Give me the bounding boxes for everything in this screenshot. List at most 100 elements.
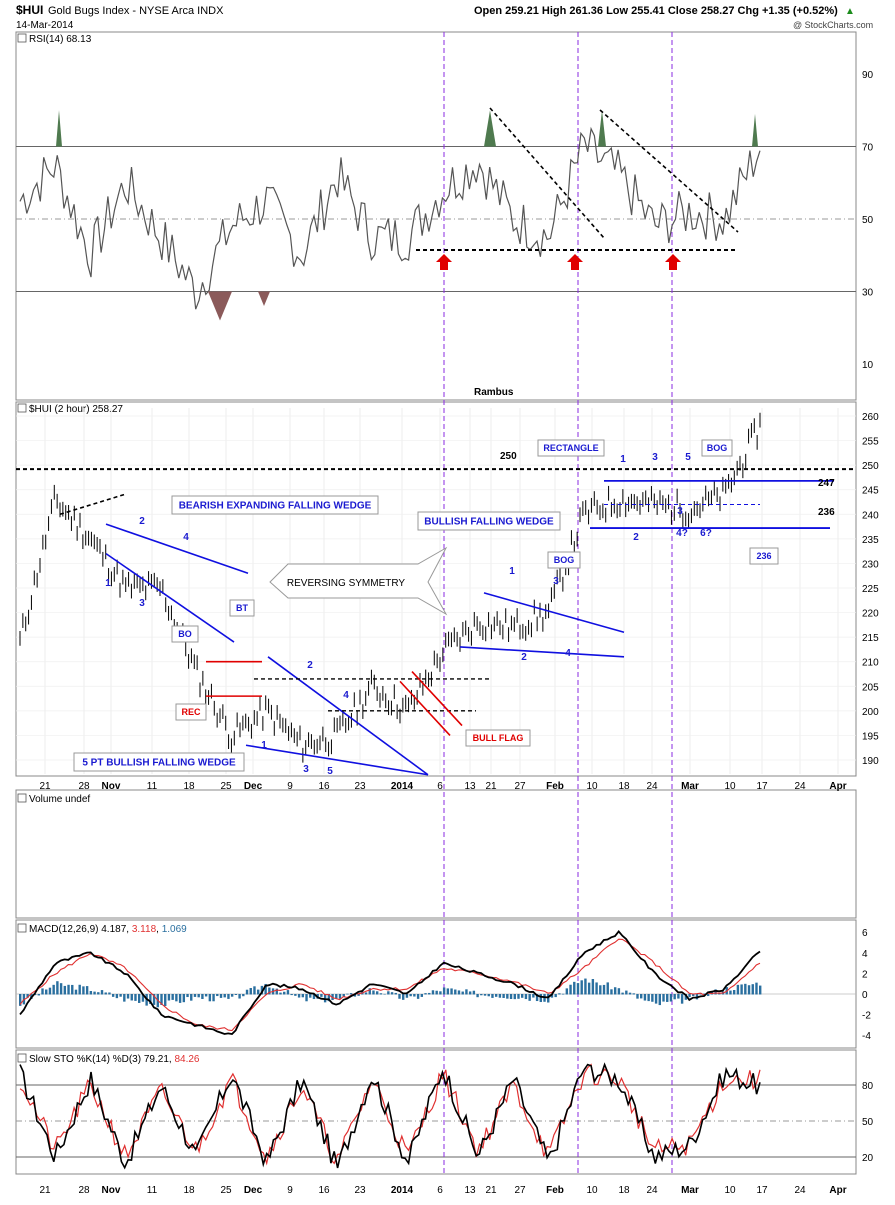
watermark: @ StockCharts.com (793, 20, 873, 30)
macd-hist-bar (613, 987, 617, 995)
x-label-bottom-18: 24 (646, 1185, 658, 1196)
macd-hist-bar (491, 994, 494, 998)
price-tick-210: 210 (862, 658, 879, 669)
macd-hist-bar (249, 987, 252, 995)
macd-hist-bar (56, 981, 59, 995)
price-tick-215: 215 (862, 633, 879, 644)
macd-hist-bar (78, 984, 81, 995)
bo-label-box (171, 625, 199, 643)
macd-hist-bar (628, 992, 632, 995)
macd-hist-bar (309, 994, 312, 998)
macd-hist-bar (197, 994, 200, 998)
macd-hist-bar (52, 984, 55, 995)
x-label-price-15: Feb (546, 781, 564, 792)
macd-hist-bar (93, 991, 96, 995)
macd-hist-bar (26, 994, 29, 998)
macd-hist-bar (692, 994, 695, 997)
up-arrow-icon (567, 254, 583, 270)
macd-hist-bar (238, 994, 241, 999)
wedge5-label-box (73, 752, 245, 772)
macd-hist-bar (100, 990, 104, 995)
macd-hist-bar (402, 994, 405, 1000)
macd-hist-bar (569, 984, 572, 995)
macd-hist-bar (167, 994, 171, 1001)
x-label-bottom-13: 21 (485, 1185, 497, 1196)
macd-hist-bar (264, 983, 267, 995)
bearish-wedge-top (105, 523, 249, 575)
macd-hist-bar (465, 989, 468, 995)
x-label-bottom-15: Feb (546, 1185, 564, 1196)
bullish-wedge-bottom (459, 646, 625, 658)
macd-hist-bar (227, 994, 230, 999)
macd-hist-bar (539, 994, 543, 1003)
x-label-price-17: 18 (618, 781, 630, 792)
macd-hist-bar (435, 990, 438, 995)
rsi-overbought-2 (598, 110, 606, 147)
macd-hist-bar (428, 992, 431, 995)
bog-label-1-box (547, 551, 581, 569)
macd-hist-bar (290, 994, 293, 996)
panel-frames (15, 31, 857, 1175)
macd-hist-bar (398, 994, 401, 999)
macd-hist-bar (349, 993, 353, 995)
macd-hist-bar (524, 994, 528, 1000)
macd-hist-bar (584, 978, 587, 995)
x-label-bottom-17: 18 (618, 1185, 630, 1196)
macd-hist-bar (457, 990, 461, 995)
price-tick-255: 255 (862, 437, 879, 448)
rsi-overbought-3 (752, 113, 758, 147)
macd-hist-bar (573, 981, 576, 995)
macd-hist-bar (654, 994, 658, 1004)
macd-hist-bar (483, 994, 487, 996)
wedge-point-12: 4 (565, 648, 571, 659)
macd-hist-bar (253, 986, 256, 995)
x-label-bottom-22: 24 (794, 1185, 806, 1196)
x-label-bottom-20: 10 (724, 1185, 736, 1196)
wedge-point-10: 2 (521, 652, 527, 663)
x-label-price-22: 24 (794, 781, 806, 792)
macd-hist-bar (677, 994, 680, 999)
macd-hist-bar (387, 991, 390, 995)
macd-hist-bar (137, 994, 141, 1003)
price-tick-260: 260 (862, 412, 879, 423)
macd-hist-bar (509, 994, 513, 999)
macd-hist-bar (342, 994, 345, 997)
price-bars (19, 412, 761, 763)
macd-hist-bar (759, 985, 762, 995)
macd-hist-bar (41, 988, 44, 995)
up-arrow-icon: ▲ (845, 6, 855, 17)
macd-hist-bar (550, 994, 554, 998)
macd-hist-bar (751, 984, 754, 995)
level-236-label: 236 (818, 507, 835, 518)
macd-hist-bar (446, 988, 450, 995)
macd-hist-bar (164, 994, 167, 1006)
price-tick-250: 250 (862, 461, 879, 472)
price-tick-240: 240 (862, 510, 879, 521)
macd-tick--2: -2 (862, 1011, 871, 1022)
macd-hist-bar (379, 993, 383, 995)
x-label-bottom-2: Nov (102, 1185, 121, 1196)
wedge-point-8: 5 (327, 766, 333, 777)
macd-hist-bar (256, 989, 260, 995)
x-label-price-11: 6 (437, 781, 443, 792)
macd-line (19, 929, 761, 1035)
macd-hist-bar (610, 989, 613, 995)
macd-hist-bar (625, 990, 628, 995)
macd-hist-bar (357, 994, 360, 996)
price-tick-230: 230 (862, 559, 879, 570)
rectangle-label-box (537, 439, 605, 457)
macd-hist-bar (606, 982, 609, 995)
wedge-point-4: 1 (261, 740, 267, 751)
macd-panel (15, 919, 857, 1049)
macd-tick--4: -4 (862, 1031, 871, 1042)
macd-hist-bar (561, 993, 565, 995)
wedge-point-2: 3 (139, 598, 145, 609)
macd-hist-bar (394, 992, 397, 995)
x-label-price-10: 2014 (391, 781, 414, 792)
macd-hist-bar (242, 994, 245, 997)
bt-label: BT (236, 603, 248, 613)
bullish-wedge-label: BULLISH FALLING WEDGE (424, 517, 554, 528)
macd-hist-bar (130, 994, 133, 1001)
x-label-price-6: Dec (244, 781, 263, 792)
